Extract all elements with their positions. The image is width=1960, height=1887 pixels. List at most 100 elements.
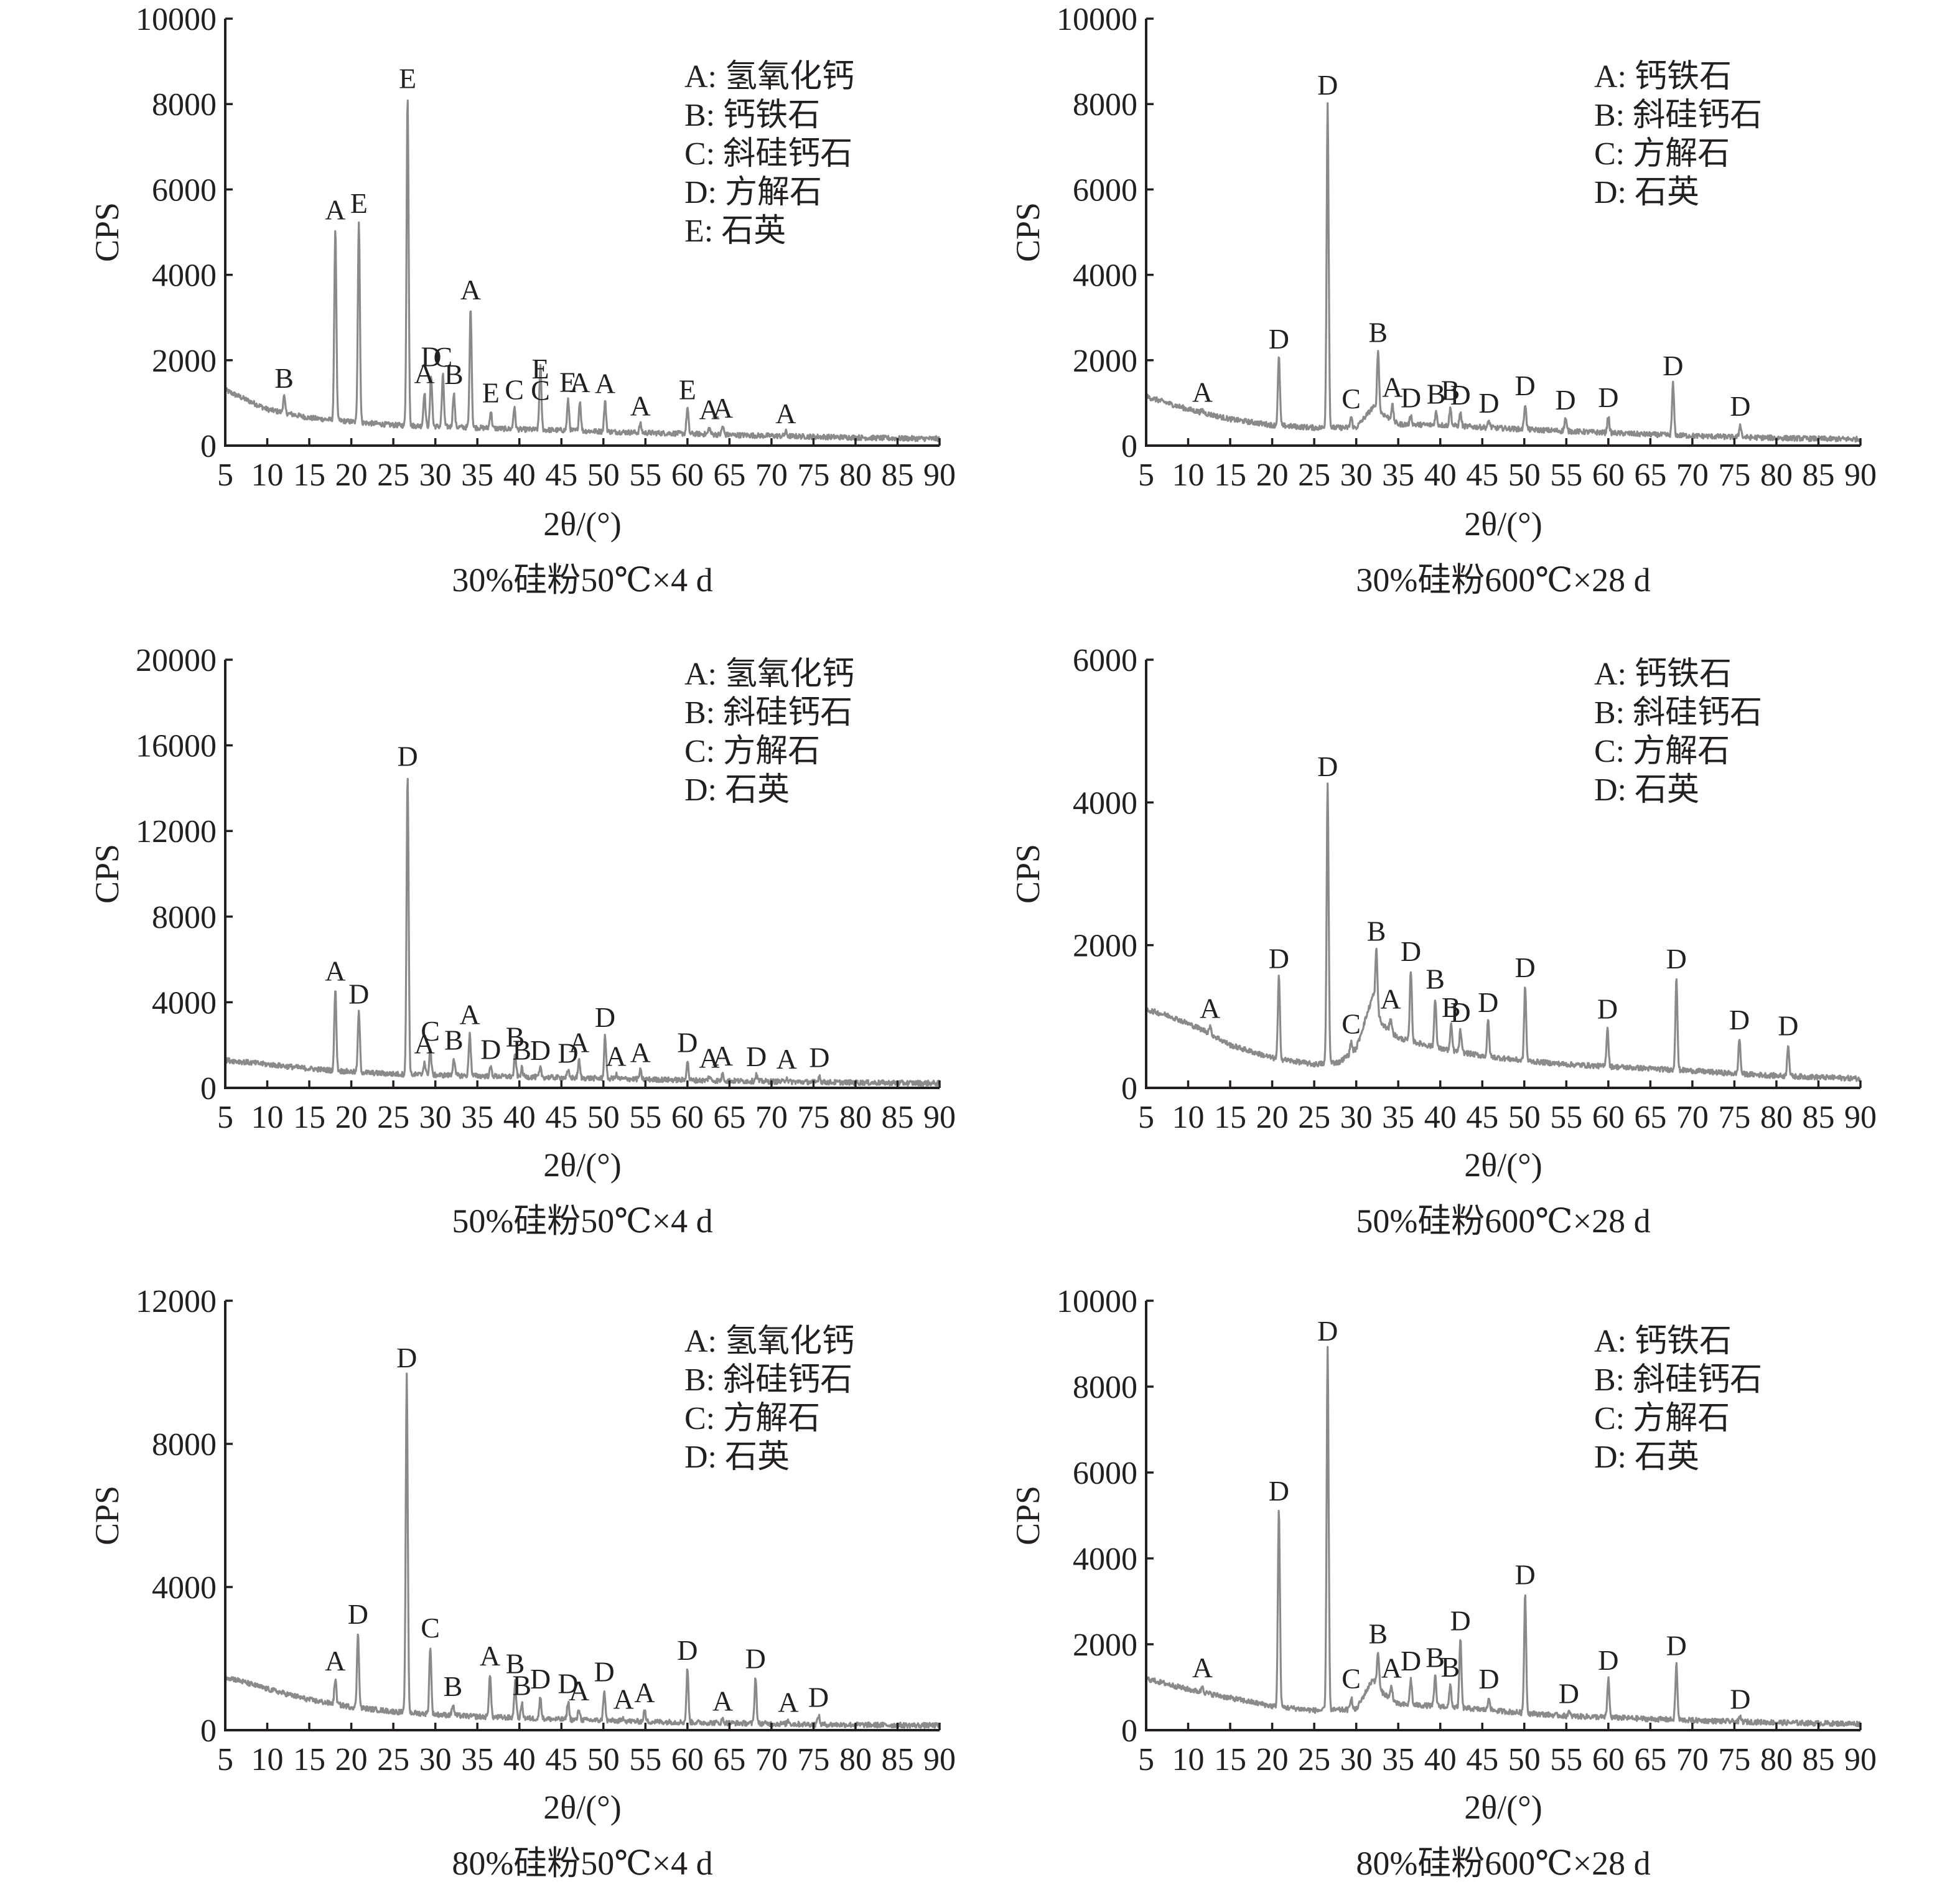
y-axis-label: CPS bbox=[88, 1486, 126, 1545]
peak-label: B bbox=[1441, 1651, 1460, 1683]
peak-label: E bbox=[559, 367, 577, 398]
peak-label: D bbox=[1317, 751, 1338, 782]
peak-label: A bbox=[459, 999, 480, 1031]
peak-label: E bbox=[399, 63, 416, 95]
x-tick-label: 20 bbox=[335, 1742, 368, 1777]
peak-label: D bbox=[1478, 1663, 1499, 1695]
y-tick-label: 0 bbox=[1121, 429, 1137, 464]
x-tick-label: 70 bbox=[755, 1742, 788, 1777]
peak-label: B bbox=[506, 1648, 525, 1680]
peak-label: A bbox=[712, 1685, 733, 1717]
y-tick-label: 6000 bbox=[152, 172, 217, 208]
x-tick-label: 80 bbox=[839, 1100, 872, 1135]
x-tick-label: 10 bbox=[251, 1100, 284, 1135]
x-tick-label: 90 bbox=[1844, 1100, 1877, 1135]
x-tick-label: 60 bbox=[671, 457, 704, 493]
xrd-trace bbox=[224, 1372, 941, 1729]
y-tick-label: 4000 bbox=[152, 258, 217, 294]
legend-entry: D: 石英 bbox=[1594, 175, 1699, 210]
xrd-trace bbox=[1145, 1346, 1862, 1728]
x-tick-label: 45 bbox=[1466, 457, 1498, 493]
xrd-trace bbox=[1145, 102, 1862, 443]
y-tick-label: 8000 bbox=[152, 900, 217, 935]
y-tick-label: 20000 bbox=[136, 643, 217, 678]
y-tick-label: 0 bbox=[200, 1713, 217, 1749]
x-tick-label: 55 bbox=[1550, 1742, 1582, 1777]
peak-label: A bbox=[1381, 1652, 1402, 1684]
panel-caption: 50%硅粉50℃×4 d bbox=[452, 1202, 712, 1240]
y-tick-label: 16000 bbox=[136, 729, 217, 764]
peak-label: C bbox=[1342, 383, 1361, 414]
x-tick-label: 80 bbox=[1760, 1100, 1793, 1135]
x-tick-label: 85 bbox=[1802, 1742, 1834, 1777]
legend-entry: D: 方解石 bbox=[684, 175, 822, 210]
x-tick-label: 75 bbox=[1718, 457, 1750, 493]
x-tick-label: 40 bbox=[503, 1742, 536, 1777]
peak-label: A bbox=[460, 274, 481, 306]
y-tick-label: 12000 bbox=[136, 814, 217, 850]
peak-label: D bbox=[1401, 935, 1421, 967]
peak-label: B bbox=[1368, 317, 1388, 349]
peak-label: D bbox=[1514, 370, 1535, 401]
x-axis-label: 2θ/(°) bbox=[543, 505, 621, 543]
peak-label: D bbox=[480, 1033, 501, 1065]
peak-label: D bbox=[1450, 379, 1471, 411]
x-tick-label: 55 bbox=[1550, 457, 1582, 493]
x-axis-label: 2θ/(°) bbox=[543, 1789, 621, 1826]
peak-label: D bbox=[1269, 1475, 1289, 1507]
peak-label: B bbox=[1426, 1642, 1445, 1674]
x-tick-label: 25 bbox=[1298, 1742, 1330, 1777]
x-tick-label: 65 bbox=[1634, 1742, 1666, 1777]
x-tick-label: 35 bbox=[461, 457, 493, 493]
legend-entry: B: 斜硅钙石 bbox=[684, 1362, 852, 1398]
xrd-trace bbox=[1145, 782, 1861, 1082]
peak-label: C bbox=[1342, 1662, 1361, 1694]
peak-label: B bbox=[1442, 991, 1461, 1023]
y-tick-label: 10000 bbox=[136, 2, 217, 37]
peak-label: A bbox=[1192, 377, 1213, 408]
x-tick-label: 85 bbox=[881, 1742, 913, 1777]
x-tick-label: 90 bbox=[1844, 1742, 1877, 1777]
legend-entry: A: 氢氧化钙 bbox=[684, 59, 854, 95]
peak-label: A bbox=[614, 1683, 634, 1715]
xrd-panel-1: 0 2000 4000 6000 8000 10000 5 10 15 20 25 30 35 40 45 5… bbox=[88, 2, 956, 599]
legend-entry: C: 方解石 bbox=[684, 734, 820, 769]
x-tick-label: 15 bbox=[1214, 457, 1246, 493]
x-tick-label: 40 bbox=[503, 1100, 536, 1135]
x-tick-label: 80 bbox=[1760, 457, 1793, 493]
legend-entry: A: 钙铁石 bbox=[1594, 1324, 1732, 1359]
peak-label: A bbox=[1382, 371, 1402, 403]
y-axis-label: CPS bbox=[1009, 1486, 1047, 1545]
x-tick-label: 10 bbox=[1172, 1742, 1205, 1777]
peak-label: B bbox=[274, 362, 294, 394]
peak-label: D bbox=[745, 1642, 766, 1674]
x-tick-label: 75 bbox=[797, 457, 829, 493]
x-tick-label: 30 bbox=[1340, 457, 1373, 493]
peak-label: E bbox=[531, 353, 549, 385]
peak-label: D bbox=[1269, 323, 1289, 355]
peak-label: D bbox=[1555, 384, 1575, 416]
peak-label: D bbox=[530, 1663, 551, 1695]
peak-label: D bbox=[808, 1681, 829, 1713]
y-tick-label: 4000 bbox=[1073, 785, 1137, 821]
x-tick-label: 55 bbox=[1550, 1100, 1582, 1135]
peak-label: E bbox=[679, 374, 696, 406]
x-tick-label: 35 bbox=[461, 1742, 493, 1777]
x-tick-label: 10 bbox=[1172, 1100, 1205, 1135]
peak-label: A bbox=[777, 1043, 797, 1075]
peak-label: A bbox=[569, 1675, 589, 1707]
peak-label: D bbox=[1450, 996, 1471, 1028]
x-tick-label: 35 bbox=[1382, 1100, 1414, 1135]
peak-label: B bbox=[444, 358, 464, 390]
y-tick-label: 2000 bbox=[1073, 929, 1137, 964]
legend-entry: A: 钙铁石 bbox=[1594, 657, 1732, 692]
peak-label: D bbox=[1514, 1558, 1535, 1590]
panel-caption: 30%硅粉600℃×28 d bbox=[1356, 561, 1650, 599]
xrd-trace bbox=[224, 99, 941, 442]
legend-entry: B: 斜硅钙石 bbox=[1594, 1362, 1762, 1398]
x-tick-label: 25 bbox=[377, 1100, 409, 1135]
peak-label: A bbox=[699, 1042, 719, 1074]
x-tick-label: 20 bbox=[335, 457, 368, 493]
peak-label: A bbox=[630, 390, 651, 421]
